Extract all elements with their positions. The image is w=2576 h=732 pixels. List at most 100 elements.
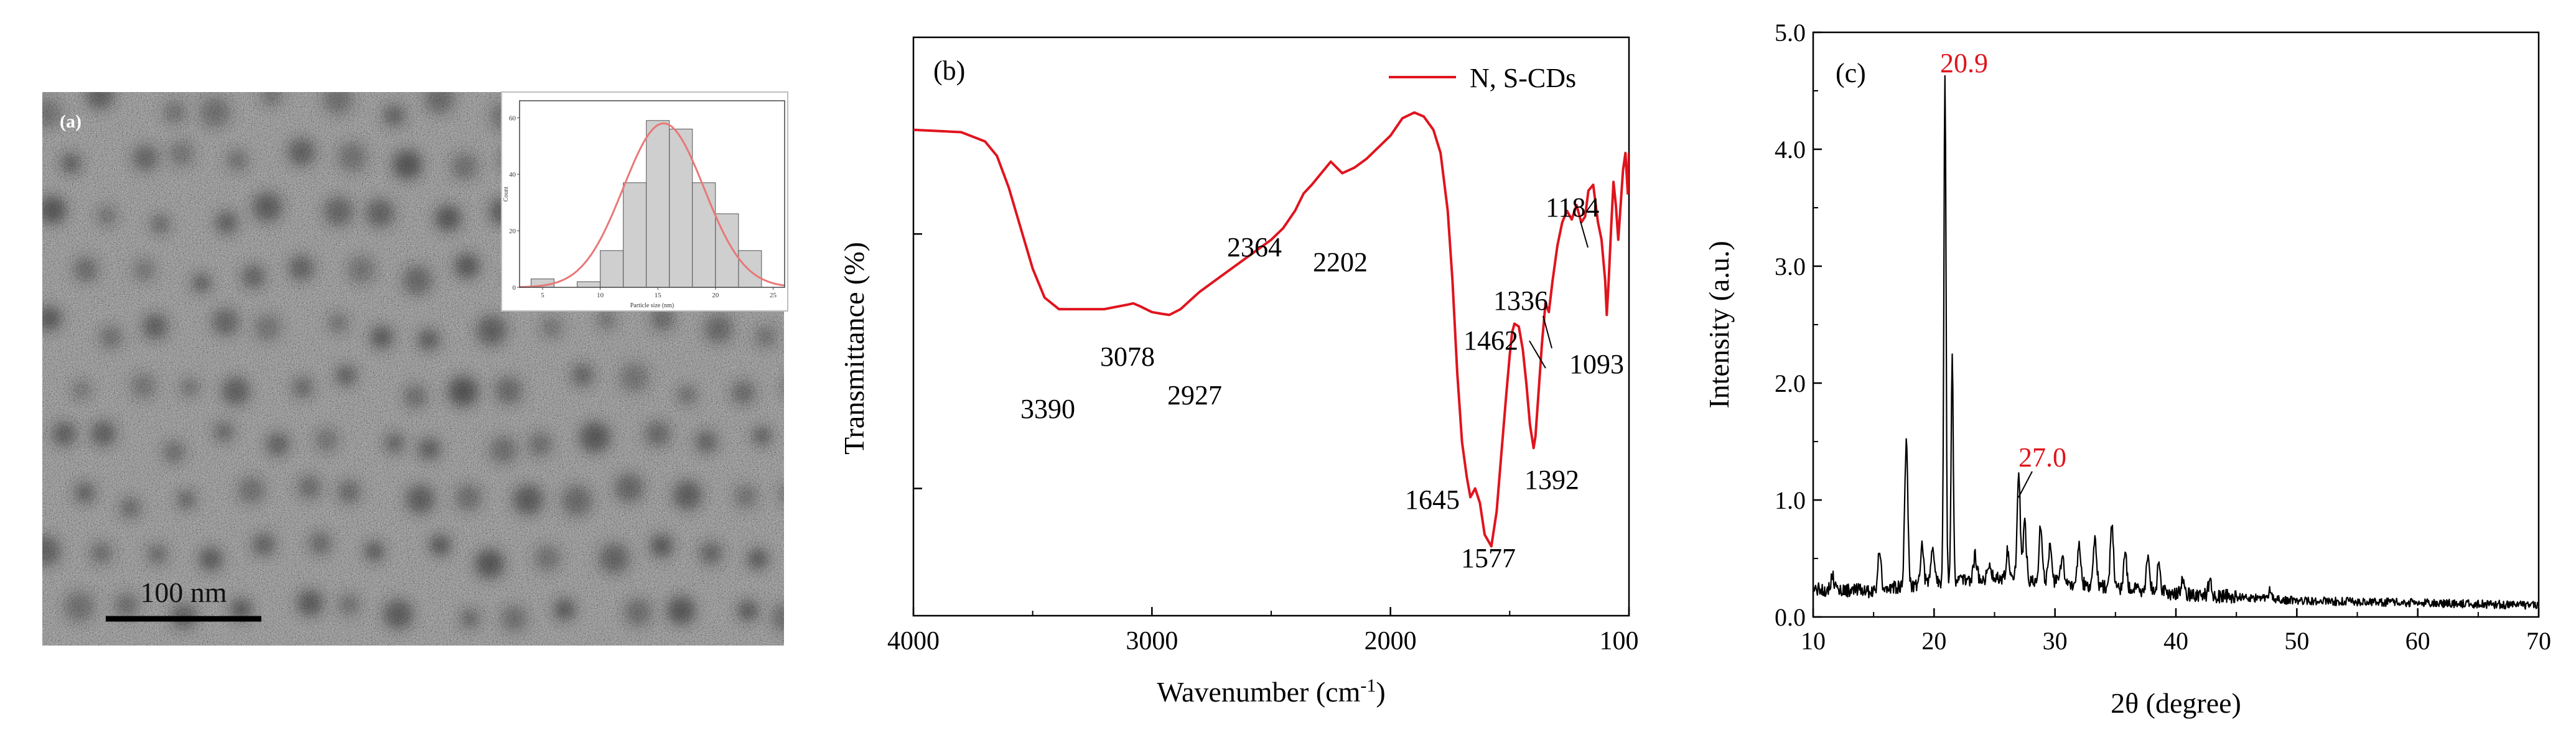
tem-particle (476, 315, 507, 346)
tem-particle (650, 534, 673, 558)
tem-particle (215, 211, 238, 234)
tem-particle (434, 205, 462, 231)
tem-particle (337, 142, 368, 172)
xrd-y-tick-label: 4.0 (1775, 136, 1806, 164)
tem-particle (292, 377, 314, 399)
tem-particle (226, 149, 248, 171)
inset-x-tick-label: 25 (770, 292, 777, 299)
tem-particle (254, 314, 281, 341)
tem-particle (192, 274, 212, 293)
tem-particle (347, 256, 376, 284)
xrd-x-tick-label: 50 (2284, 627, 2309, 655)
xrd-y-tick-label: 2.0 (1775, 369, 1806, 397)
tem-particle (495, 376, 523, 405)
tem-particle (695, 430, 718, 453)
ftir-x-axis-label: Wavenumber (cm-1) (1157, 675, 1385, 708)
tem-particle (287, 138, 316, 166)
tem-particle (392, 150, 422, 180)
ftir-peak-2364: 2364 (1227, 232, 1282, 262)
xrd-panel: 10 20 30 40 50 60 70 0.0 1.0 2.0 3.0 4.0 5.0 (c) 20.… (1703, 19, 2551, 719)
xrd-pattern-line (1813, 75, 2539, 610)
tem-particle (489, 436, 518, 464)
xrd-y-axis-label: Intensity (a.u.) (1703, 241, 1735, 409)
tem-particle (673, 480, 702, 510)
tem-particle (454, 253, 480, 279)
xrd-x-axis-label: 2θ (degree) (2111, 687, 2241, 719)
inset-y-tick-label: 40 (509, 171, 516, 178)
tem-particle (198, 547, 223, 572)
xrd-y-tick-label: 0.0 (1775, 603, 1806, 631)
tem-particle (97, 206, 117, 226)
tem-particle (460, 608, 480, 629)
tem-particle (162, 440, 185, 464)
tem-particle (666, 596, 696, 625)
tem-particle (177, 490, 196, 509)
histogram-bar (738, 250, 762, 288)
tem-particle (448, 376, 478, 407)
tem-particle (90, 542, 113, 564)
tem-particle (296, 590, 324, 617)
ftir-peak-1645: 1645 (1405, 484, 1460, 515)
tem-particle (755, 325, 777, 348)
tem-particle (383, 599, 414, 630)
tem-particle (541, 317, 562, 338)
tem-particle (60, 152, 82, 174)
tem-particle (614, 473, 644, 503)
inset-y-tick-label: 0 (513, 284, 516, 292)
tem-particle (699, 542, 723, 565)
tem-particle (73, 257, 99, 282)
tem-particle (252, 532, 276, 557)
inset-x-tick-label: 20 (712, 292, 719, 299)
scale-bar-label: 100 nm (140, 577, 227, 608)
xrd-x-tick-label: 40 (2163, 627, 2188, 655)
tem-particle (297, 475, 322, 499)
histogram-gaussian-fit (519, 122, 785, 289)
tem-particle (528, 432, 553, 456)
tem-particle (785, 372, 815, 402)
inset-x-tick-label: 5 (541, 292, 544, 299)
tem-particle (418, 328, 440, 351)
histogram-bar (577, 281, 601, 288)
xrd-x-tick-label: 10 (1801, 627, 1826, 655)
leader-1336 (1542, 315, 1552, 349)
tem-particle (513, 484, 544, 516)
tem-particle (424, 92, 455, 114)
ftir-x-tick-label: 3000 (1126, 627, 1178, 656)
ftir-panel: 4000 3000 2000 100 (b) N, S-CDs Transmittan… (838, 36, 1639, 708)
ftir-axes-box (912, 36, 1630, 617)
tem-particle (370, 325, 394, 349)
tem-particle (85, 92, 114, 110)
inset-x-tick-label: 15 (655, 292, 662, 299)
xrd-y-tick-label: 3.0 (1775, 252, 1806, 280)
tem-particle (597, 310, 617, 330)
tem-particle (783, 165, 784, 169)
leader-1184 (1580, 221, 1589, 248)
ftir-peak-1184: 1184 (1546, 192, 1599, 223)
histogram-bar (692, 182, 716, 288)
tem-particle (212, 308, 240, 336)
tem-particle (230, 598, 253, 621)
tem-particle (770, 603, 784, 633)
tem-particle (561, 485, 592, 516)
histogram-bar (600, 250, 624, 288)
tem-particle (645, 421, 671, 447)
tem-particle (650, 307, 675, 331)
tem-particle (405, 484, 436, 514)
ftir-peak-leaders (1529, 221, 1589, 369)
tem-particle (114, 593, 139, 618)
tem-particle (429, 534, 451, 556)
inset-ticks: 5 10 15 20 25 0 20 40 60 (509, 114, 777, 299)
tem-particle (199, 96, 231, 128)
tem-particle (579, 422, 611, 453)
tem-particle (169, 141, 194, 167)
tem-particle (335, 364, 357, 387)
ftir-peak-1336: 1336 (1493, 285, 1548, 316)
tem-particle (455, 484, 482, 511)
tem-particle (365, 198, 395, 228)
tem-particle (322, 92, 353, 114)
tem-particle (74, 482, 96, 504)
tem-particle (288, 255, 315, 281)
tem-particle (163, 100, 187, 124)
histogram-bar (623, 182, 647, 288)
tem-particle (328, 313, 348, 333)
